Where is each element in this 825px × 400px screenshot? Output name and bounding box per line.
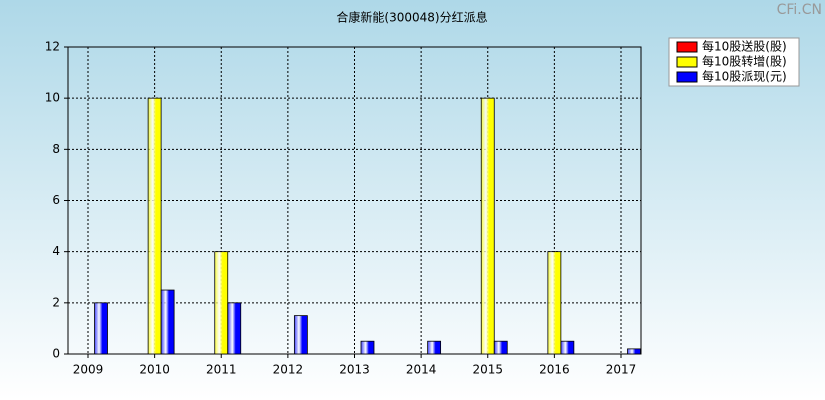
bar [493,340,508,355]
bar [160,289,175,355]
x-tick-label: 2012 [273,363,304,377]
y-tick-label: 12 [45,40,60,54]
bar [360,340,375,355]
watermark: CFi.CN [777,2,822,18]
y-tick-label: 0 [52,347,60,361]
x-tick-label: 2010 [139,363,170,377]
legend-swatch [676,41,698,53]
x-tick-label: 2009 [73,363,104,377]
x-tick-label: 2015 [472,363,503,377]
y-tick-label: 8 [52,142,60,156]
bar [480,97,495,355]
bar [293,315,308,355]
x-tick-label: 2016 [539,363,570,377]
x-tick-label: 2017 [606,363,637,377]
bar [147,97,162,355]
legend-label: 每10股转增(股) [702,54,787,69]
legend-label: 每10股派现(元) [702,69,787,84]
legend-swatch [676,71,698,83]
y-tick-label: 6 [52,193,60,207]
x-tick-label: 2014 [406,363,437,377]
chart-title: 合康新能(300048)分红派息 [336,10,487,25]
x-tick-label: 2011 [206,363,237,377]
bar [560,340,575,355]
y-tick-label: 2 [52,295,60,309]
bar [627,348,641,355]
legend-swatch [676,56,698,68]
y-tick-label: 4 [52,244,60,258]
bar [94,302,108,355]
legend-label: 每10股送股(股) [702,39,787,54]
bar [227,302,242,355]
bar [547,251,562,355]
y-tick-label: 10 [45,91,60,105]
bar [427,340,442,355]
x-tick-label: 2013 [339,363,370,377]
bar [214,251,229,355]
